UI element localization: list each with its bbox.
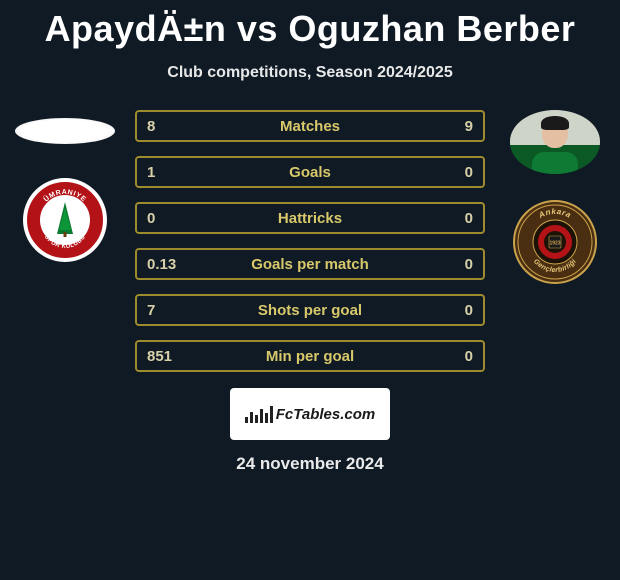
- svg-text:1923: 1923: [549, 241, 560, 247]
- stat-label: Goals: [207, 164, 413, 181]
- stat-label: Goals per match: [207, 256, 413, 273]
- stat-left-value: 7: [147, 302, 207, 319]
- stat-label: Hattricks: [207, 210, 413, 227]
- genclerbirligi-crest-icon: 1923 Ankara Gençlerbirliği: [515, 202, 595, 282]
- stats-table: 8 Matches 9 1 Goals 0 0 Hattricks 0 0.13…: [135, 110, 485, 372]
- stat-right-value: 0: [413, 302, 473, 319]
- comparison-content: ÜMRANIYE SPOR KULÜBÜ 1923: [0, 110, 620, 474]
- right-column: 1923 Ankara Gençlerbirliği: [500, 110, 610, 284]
- stat-row: 0.13 Goals per match 0: [135, 248, 485, 280]
- stat-right-value: 9: [413, 118, 473, 135]
- source-badge-text: FcTables.com: [276, 406, 375, 423]
- stat-right-value: 0: [413, 210, 473, 227]
- left-column: ÜMRANIYE SPOR KULÜBÜ: [10, 110, 120, 262]
- page-subtitle: Club competitions, Season 2024/2025: [0, 64, 620, 82]
- stat-right-value: 0: [413, 164, 473, 181]
- page-title: ApaydÄ±n vs Oguzhan Berber: [0, 0, 620, 50]
- stat-label: Min per goal: [207, 348, 413, 365]
- right-club-badge: 1923 Ankara Gençlerbirliği: [513, 200, 597, 284]
- stat-right-value: 0: [413, 256, 473, 273]
- stat-label: Shots per goal: [207, 302, 413, 319]
- umraniye-crest-icon: ÜMRANIYE SPOR KULÜBÜ: [27, 182, 103, 258]
- stat-left-value: 0.13: [147, 256, 207, 273]
- bar-chart-icon: [245, 405, 273, 423]
- stat-row: 7 Shots per goal 0: [135, 294, 485, 326]
- stat-left-value: 8: [147, 118, 207, 135]
- stat-row: 851 Min per goal 0: [135, 340, 485, 372]
- stat-left-value: 1: [147, 164, 207, 181]
- stat-left-value: 851: [147, 348, 207, 365]
- stat-right-value: 0: [413, 348, 473, 365]
- left-club-badge: ÜMRANIYE SPOR KULÜBÜ: [23, 178, 107, 262]
- stat-row: 1 Goals 0: [135, 156, 485, 188]
- stat-left-value: 0: [147, 210, 207, 227]
- stat-row: 8 Matches 9: [135, 110, 485, 142]
- stat-row: 0 Hattricks 0: [135, 202, 485, 234]
- left-player-avatar: [15, 118, 115, 144]
- stat-label: Matches: [207, 118, 413, 135]
- footer-date: 24 november 2024: [0, 454, 620, 474]
- right-player-avatar: [510, 110, 600, 174]
- source-badge: FcTables.com: [230, 388, 390, 440]
